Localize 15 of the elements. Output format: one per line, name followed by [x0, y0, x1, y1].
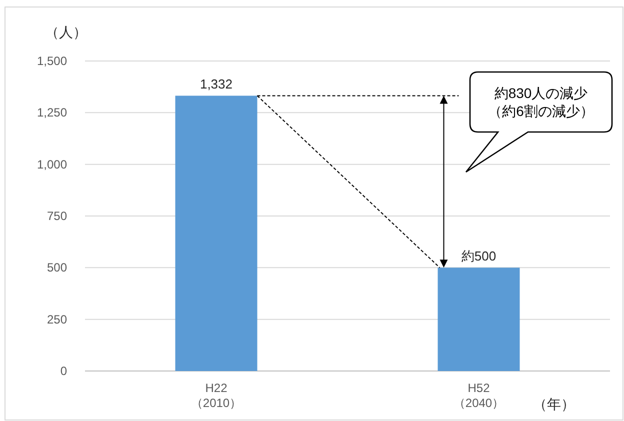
x-tick-label: H52 （2040） — [453, 381, 504, 410]
y-tick-label: 1,250 — [36, 106, 68, 120]
y-tick-label: 500 — [46, 260, 68, 275]
y-axis-title: （人） — [45, 24, 87, 40]
y-tick-label: 1,500 — [36, 54, 68, 68]
annotation: （約6割の減少） — [488, 103, 594, 119]
annotation: 約830人の減少 — [494, 85, 588, 101]
y-tick-label: 250 — [46, 312, 68, 326]
x-axis-title: （年） — [533, 396, 575, 412]
x-tick-label: H22 （2010） — [190, 381, 242, 410]
data-label: 約500 — [461, 248, 496, 264]
data-label: 1,332 — [200, 76, 233, 92]
y-tick-label: 750 — [46, 209, 68, 223]
y-tick-label: 0 — [60, 364, 68, 378]
y-tick-label: 1,000 — [36, 157, 68, 172]
